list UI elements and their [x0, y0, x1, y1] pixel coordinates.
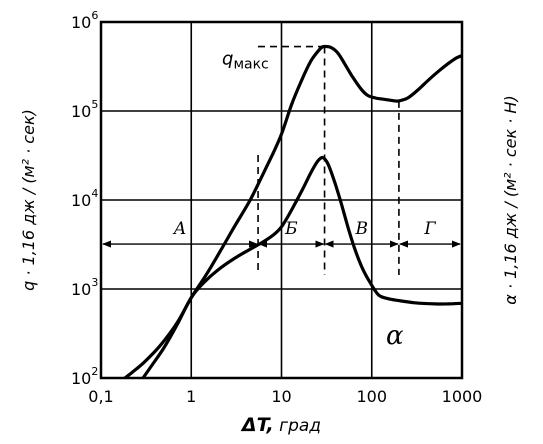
- y-tick-label: 104: [71, 187, 98, 210]
- x-axis-unit: град: [274, 416, 321, 436]
- grid-lines: [101, 22, 462, 378]
- y-axis-label-left: q · 1,16 дж / (м² · сек): [19, 109, 38, 291]
- y-tick-exponent: 3: [91, 276, 98, 289]
- region-label-v: В: [354, 219, 368, 239]
- x-axis-symbol: ΔT,: [240, 414, 274, 436]
- region-label-g: Г: [423, 219, 436, 239]
- x-tick-label: 0,1: [88, 387, 113, 406]
- y-tick-label: 106: [71, 9, 98, 32]
- x-tick-label: 10: [271, 387, 291, 406]
- q-max-symbol: q: [222, 49, 233, 70]
- region-label-b: Б: [284, 219, 298, 239]
- x-tick-labels: 0,1 1 10 100 1000: [88, 387, 482, 406]
- dashed-guides: [257, 45, 400, 275]
- y-tick-label: 102: [71, 365, 98, 388]
- q-max-label: qмакс: [222, 49, 269, 73]
- chart-labels: А Б В Г qмакс α ΔT, град q · 1,16 дж / (…: [19, 49, 520, 436]
- y-axis-label-right: α · 1,16 дж / (м² · сек · Н): [501, 95, 520, 304]
- x-tick-label: 1000: [442, 387, 483, 406]
- y-tick-exponent: 5: [91, 98, 98, 111]
- y-tick-exponent: 2: [91, 365, 98, 378]
- plot-frame: [99, 20, 464, 380]
- x-tick-label: 1: [186, 387, 196, 406]
- curve-alpha: [141, 155, 462, 378]
- y-tick-exponent: 6: [91, 9, 98, 22]
- curves: [122, 44, 462, 378]
- y-tick-base: 10: [71, 102, 91, 121]
- y-tick-label: 103: [71, 276, 98, 299]
- x-axis-label: ΔT, град: [240, 414, 321, 436]
- q-max-subscript: макс: [233, 57, 268, 73]
- y-tick-exponent: 4: [91, 187, 98, 200]
- x-tick-label: 100: [356, 387, 387, 406]
- y-tick-base: 10: [71, 191, 91, 210]
- region-label-a: А: [173, 219, 187, 239]
- y-tick-base: 10: [71, 369, 91, 388]
- y-tick-base: 10: [71, 280, 91, 299]
- y-tick-label: 105: [71, 98, 98, 121]
- y-tick-base: 10: [71, 13, 91, 32]
- alpha-curve-label: α: [386, 321, 404, 351]
